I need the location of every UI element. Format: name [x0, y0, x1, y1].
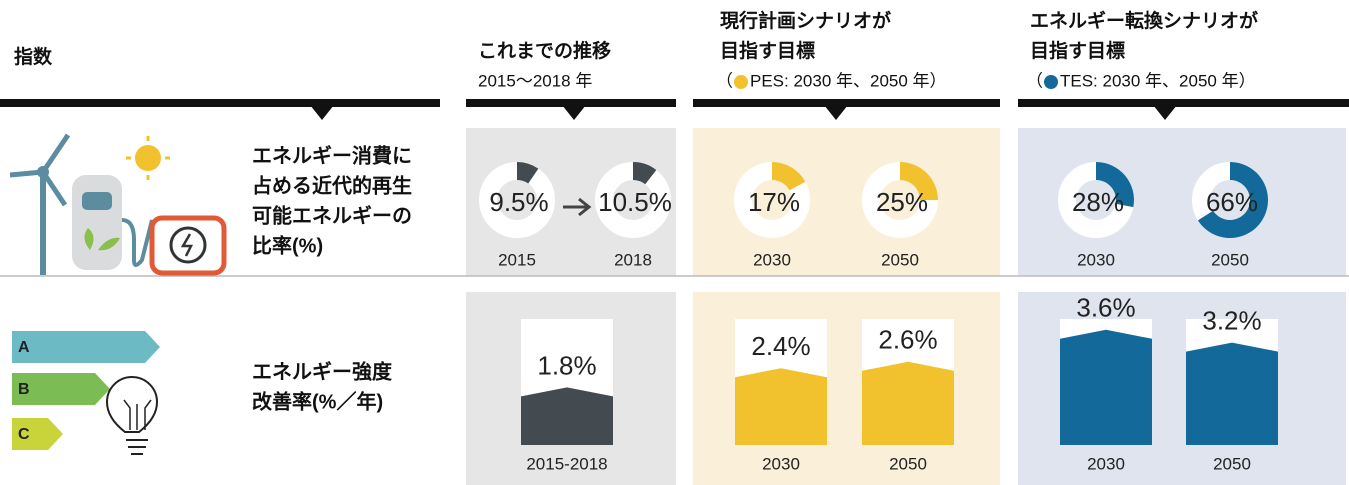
efficiency-icon: A B C [12, 331, 160, 455]
year-label: 2015 [498, 250, 536, 269]
donut-arc [517, 162, 539, 184]
value-label: 3.6% [1076, 293, 1135, 323]
header-note: （ [716, 71, 733, 90]
header-note: PES: 2030 年、2050 年） [750, 71, 947, 90]
value-label: 9.5% [489, 187, 548, 217]
row-label: 比率(%) [252, 233, 323, 257]
value-label: 3.2% [1202, 305, 1261, 335]
bar [735, 368, 827, 445]
value-label: 17% [748, 187, 800, 217]
value-label: 2.6% [878, 325, 937, 355]
svg-text:B: B [18, 381, 30, 398]
legend-dot [734, 75, 748, 89]
value-label: 10.5% [598, 187, 672, 217]
year-label: 2030 [753, 250, 791, 269]
year-label: 2050 [889, 454, 927, 473]
value-label: 28% [1072, 187, 1124, 217]
year-label: 2050 [1211, 250, 1249, 269]
header-subtitle: 2015〜2018 年 [478, 71, 592, 90]
header-note: （ [1026, 71, 1043, 90]
bar [1186, 342, 1278, 445]
header-bars [0, 99, 1349, 120]
header-title: これまでの推移 [478, 39, 611, 62]
value-label: 25% [876, 187, 928, 217]
header-title: エネルギー転換シナリオが [1030, 9, 1258, 32]
renewable-icon [9, 133, 227, 276]
legend-dot [1044, 75, 1058, 89]
row-label: エネルギー消費に [252, 143, 412, 167]
value-label: 2.4% [751, 331, 810, 361]
year-label: 2030 [762, 454, 800, 473]
row-label: 占める近代的再生 [252, 173, 412, 197]
value-label: 1.8% [537, 350, 596, 380]
donut-arc [772, 162, 806, 191]
header-title: 目指す目標 [1030, 39, 1125, 62]
header-index: 指数 [14, 45, 53, 68]
donut-arc [1197, 162, 1268, 238]
row-label: エネルギー強度 [252, 359, 393, 383]
header-title: 目指す目標 [720, 39, 815, 62]
year-label: 2050 [881, 250, 919, 269]
year-label: 2018 [614, 250, 652, 269]
header-note: TES: 2030 年、2050 年） [1060, 71, 1256, 90]
year-label: 2030 [1077, 250, 1115, 269]
year-label: 2050 [1213, 454, 1251, 473]
bar [862, 361, 954, 445]
year-label: 2030 [1087, 454, 1125, 473]
row-label: 可能エネルギーの [252, 203, 412, 227]
donut-arc [633, 162, 657, 185]
svg-text:C: C [18, 426, 30, 443]
svg-text:A: A [18, 339, 30, 356]
bar [521, 387, 613, 445]
donut-arc [900, 162, 938, 200]
row-label: 改善率(%／年) [252, 389, 383, 413]
year-label: 2015-2018 [526, 454, 607, 473]
bar [1060, 329, 1152, 445]
arrow [563, 197, 592, 217]
donut-arc [1096, 162, 1134, 208]
value-label: 66% [1206, 187, 1258, 217]
header-title: 現行計画シナリオが [720, 9, 891, 32]
